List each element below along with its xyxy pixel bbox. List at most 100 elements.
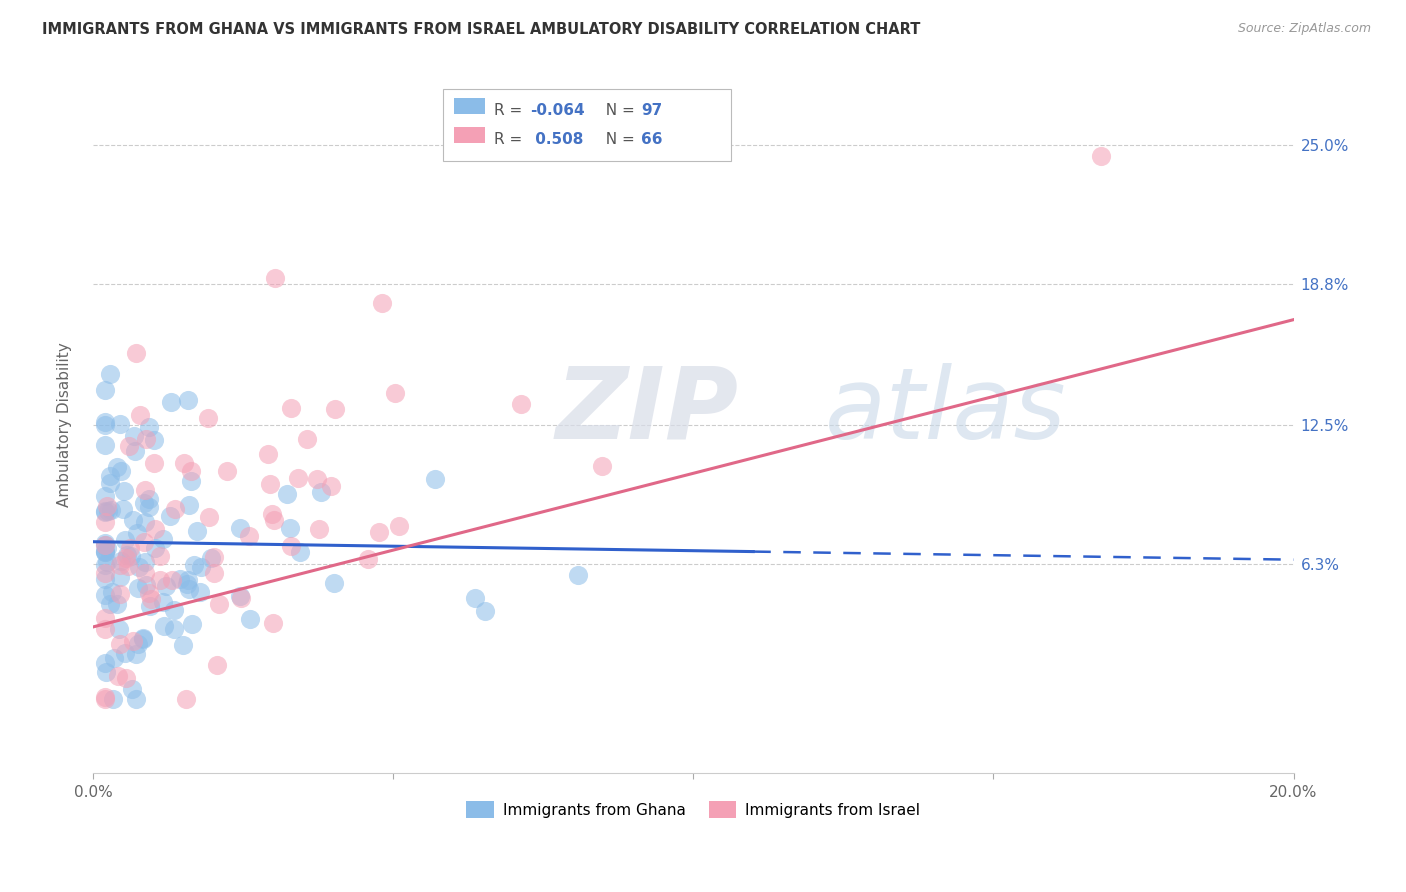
- Point: [124, 444, 146, 458]
- Point: [115, 671, 138, 685]
- Text: atlas: atlas: [825, 363, 1067, 459]
- Point: [142, 433, 165, 447]
- Point: [100, 585, 122, 599]
- Point: [202, 566, 225, 581]
- Point: [103, 691, 125, 706]
- Point: [121, 682, 143, 697]
- Point: [94, 489, 117, 503]
- Point: [162, 603, 184, 617]
- Point: [132, 631, 155, 645]
- Point: [287, 471, 309, 485]
- Point: [190, 559, 212, 574]
- Point: [204, 550, 226, 565]
- Point: [153, 619, 176, 633]
- Text: 66: 66: [641, 132, 662, 147]
- Point: [138, 500, 160, 515]
- Point: [162, 622, 184, 636]
- Point: [135, 578, 157, 592]
- Point: [94, 610, 117, 624]
- Point: [94, 573, 117, 587]
- Point: [96, 555, 118, 569]
- Point: [94, 505, 117, 519]
- Point: [152, 595, 174, 609]
- Point: [280, 539, 302, 553]
- Point: [238, 529, 260, 543]
- Text: 97: 97: [641, 103, 662, 119]
- Point: [388, 518, 411, 533]
- Point: [135, 432, 157, 446]
- Point: [125, 525, 148, 540]
- Point: [567, 568, 589, 582]
- Point: [162, 573, 184, 587]
- Point: [112, 502, 135, 516]
- Point: [107, 669, 129, 683]
- Text: IMMIGRANTS FROM GHANA VS IMMIGRANTS FROM ISRAEL AMBULATORY DISABILITY CORRELATIO: IMMIGRANTS FROM GHANA VS IMMIGRANTS FROM…: [42, 22, 921, 37]
- Point: [96, 499, 118, 513]
- Point: [280, 401, 302, 415]
- Point: [94, 536, 117, 550]
- Point: [174, 691, 197, 706]
- Text: Source: ZipAtlas.com: Source: ZipAtlas.com: [1237, 22, 1371, 36]
- Point: [200, 551, 222, 566]
- Point: [309, 485, 332, 500]
- Point: [197, 510, 219, 524]
- Point: [290, 545, 312, 559]
- Point: [110, 417, 132, 432]
- Point: [94, 656, 117, 670]
- Point: [94, 544, 117, 558]
- Point: [98, 598, 121, 612]
- Point: [384, 385, 406, 400]
- Point: [509, 397, 531, 411]
- Point: [197, 411, 219, 425]
- Point: [262, 615, 284, 630]
- Point: [474, 604, 496, 618]
- Point: [100, 502, 122, 516]
- Point: [134, 483, 156, 497]
- Point: [357, 551, 380, 566]
- Point: [177, 498, 200, 512]
- Point: [94, 545, 117, 559]
- Point: [263, 271, 285, 285]
- Point: [120, 549, 142, 563]
- Point: [94, 588, 117, 602]
- Point: [160, 395, 183, 409]
- Point: [152, 532, 174, 546]
- Point: [94, 665, 117, 679]
- Point: [205, 657, 228, 672]
- Point: [94, 544, 117, 558]
- Point: [464, 591, 486, 606]
- Point: [305, 471, 328, 485]
- Point: [94, 504, 117, 518]
- Point: [132, 535, 155, 549]
- Point: [323, 401, 346, 416]
- Point: [591, 458, 613, 473]
- Point: [125, 345, 148, 359]
- Text: R =: R =: [494, 132, 527, 147]
- Point: [98, 475, 121, 490]
- Point: [110, 586, 132, 600]
- Point: [94, 566, 117, 580]
- Point: [134, 566, 156, 581]
- Text: N =: N =: [596, 103, 640, 119]
- Point: [94, 691, 117, 706]
- Point: [177, 582, 200, 597]
- Point: [276, 487, 298, 501]
- Text: -0.064: -0.064: [530, 103, 585, 119]
- Point: [229, 521, 252, 535]
- Point: [143, 522, 166, 536]
- Text: N =: N =: [596, 132, 640, 147]
- Point: [142, 456, 165, 470]
- Point: [425, 472, 447, 486]
- Point: [208, 597, 231, 611]
- Legend: Immigrants from Ghana, Immigrants from Israel: Immigrants from Ghana, Immigrants from I…: [460, 796, 927, 824]
- Point: [155, 579, 177, 593]
- Text: ZIP: ZIP: [555, 363, 738, 459]
- Point: [115, 550, 138, 565]
- Point: [110, 553, 132, 567]
- Point: [94, 415, 117, 429]
- Point: [94, 622, 117, 636]
- Point: [125, 691, 148, 706]
- Point: [105, 459, 128, 474]
- Point: [180, 616, 202, 631]
- Point: [128, 408, 150, 422]
